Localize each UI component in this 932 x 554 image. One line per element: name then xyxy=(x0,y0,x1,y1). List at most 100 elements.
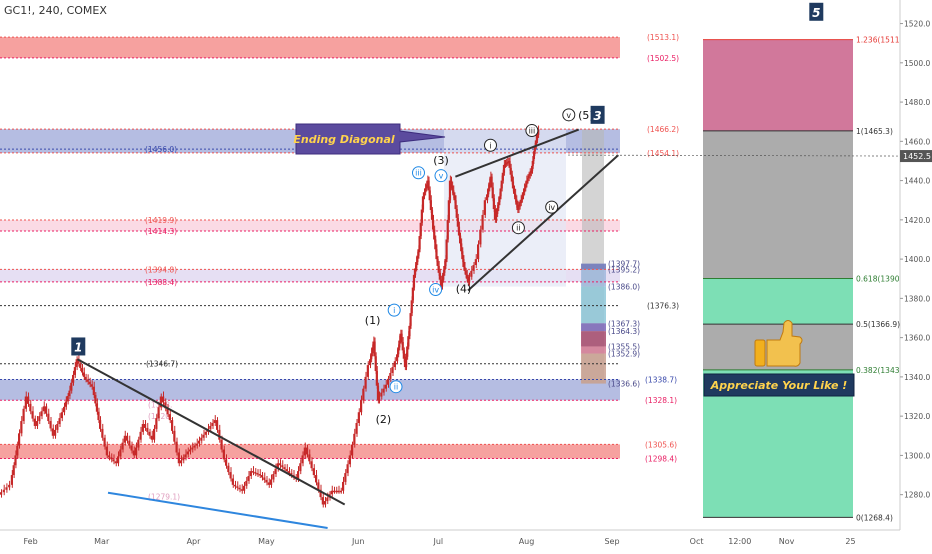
candle-body xyxy=(267,482,270,485)
candle-body xyxy=(270,479,273,485)
target-box xyxy=(581,346,606,354)
candle-body xyxy=(86,379,89,382)
candle-body xyxy=(465,274,468,279)
candle-body xyxy=(436,259,439,266)
candle-body xyxy=(247,476,250,481)
candle-body xyxy=(90,384,93,387)
candle-body xyxy=(141,424,144,432)
y-tick-label: 1300.0 xyxy=(904,451,930,460)
candle-body xyxy=(132,450,135,456)
candle-body xyxy=(501,172,504,181)
candle-body xyxy=(362,388,365,401)
candle-body xyxy=(258,474,261,476)
wave-label: (4) xyxy=(456,283,472,296)
candle-body xyxy=(375,371,378,386)
candle-body xyxy=(18,433,21,446)
candle-body xyxy=(477,244,480,260)
candle-body xyxy=(479,229,482,245)
trendline-layer xyxy=(76,128,901,530)
wave-label: v xyxy=(566,111,571,120)
candle-body xyxy=(492,198,495,210)
fib-zone xyxy=(703,39,853,131)
candle-body xyxy=(281,465,284,468)
candle-body xyxy=(506,161,509,164)
candle-body xyxy=(348,455,351,465)
candle-body xyxy=(54,429,57,436)
ending-diagonal-callout: Ending Diagonal xyxy=(293,123,446,155)
candle-body xyxy=(299,463,302,472)
candle-body xyxy=(453,195,456,201)
candle-body xyxy=(437,265,440,273)
candle-body xyxy=(117,456,120,464)
candle-body xyxy=(319,489,322,498)
candle-body xyxy=(464,270,467,275)
candle-body xyxy=(434,239,437,250)
wave-label: (3) xyxy=(433,154,449,167)
candle-body xyxy=(415,262,418,269)
candle-body xyxy=(139,431,142,440)
candle-body xyxy=(463,266,466,271)
candle-body xyxy=(63,406,66,413)
candle-body xyxy=(70,382,73,391)
candle-body xyxy=(495,213,498,220)
candle-body xyxy=(148,431,151,436)
candle-body xyxy=(265,479,268,483)
candle-body xyxy=(97,411,100,421)
candle-body xyxy=(410,300,413,314)
fib-zone xyxy=(703,130,853,279)
level-label: (1328.1) xyxy=(645,396,677,405)
candle-body xyxy=(425,184,428,189)
candle-body xyxy=(256,473,259,475)
candle-body xyxy=(84,376,87,380)
candle-body xyxy=(472,265,475,271)
trendline-lower xyxy=(107,491,328,530)
level-label: (1454.1) xyxy=(647,149,679,158)
wave-circle xyxy=(511,221,525,235)
candle-body xyxy=(42,406,45,412)
y-tick-label: 1480.0 xyxy=(904,98,930,107)
candle-body xyxy=(502,164,506,173)
target-label: (1355.5) xyxy=(608,342,640,351)
candle-body xyxy=(101,428,104,438)
candle-body xyxy=(355,423,358,434)
candle-body xyxy=(376,385,380,401)
candle-body xyxy=(105,446,108,456)
candle-body xyxy=(535,134,539,141)
candle-body xyxy=(202,434,205,438)
candle-body xyxy=(401,342,404,351)
candle-body xyxy=(330,490,333,495)
candle-body xyxy=(103,437,106,447)
candle-body xyxy=(315,475,318,483)
candle-body xyxy=(346,464,349,474)
candle-body xyxy=(110,457,113,460)
candle-body xyxy=(58,418,61,424)
callout-label: Ending Diagonal xyxy=(293,133,395,146)
candle-body xyxy=(8,484,11,488)
candle-body xyxy=(31,411,34,419)
level-label: (1502.5) xyxy=(647,54,679,63)
target-label: (1397.7) xyxy=(608,260,640,269)
wave-circle xyxy=(412,166,425,180)
wave-label: i xyxy=(489,141,491,150)
candle-body xyxy=(448,180,452,201)
candle-body xyxy=(121,442,124,450)
candle-body xyxy=(507,160,510,163)
candle-body xyxy=(234,484,237,487)
candle-body xyxy=(128,440,131,446)
y-tick-label: 1440.0 xyxy=(904,177,930,186)
x-tick-label: 25 xyxy=(845,537,855,546)
candle-body xyxy=(297,471,300,479)
candle-body xyxy=(168,414,171,421)
candle-body xyxy=(146,427,149,432)
candle-body xyxy=(33,418,36,426)
candle-body xyxy=(462,259,465,267)
candle-body xyxy=(498,196,501,203)
candle-body xyxy=(525,180,528,185)
wave-label: iii xyxy=(415,169,422,178)
wave-box xyxy=(71,337,86,356)
candle-body xyxy=(130,445,133,451)
y-tick-label: 1340.0 xyxy=(904,373,930,382)
faded-label: (1279.1) xyxy=(148,492,180,501)
